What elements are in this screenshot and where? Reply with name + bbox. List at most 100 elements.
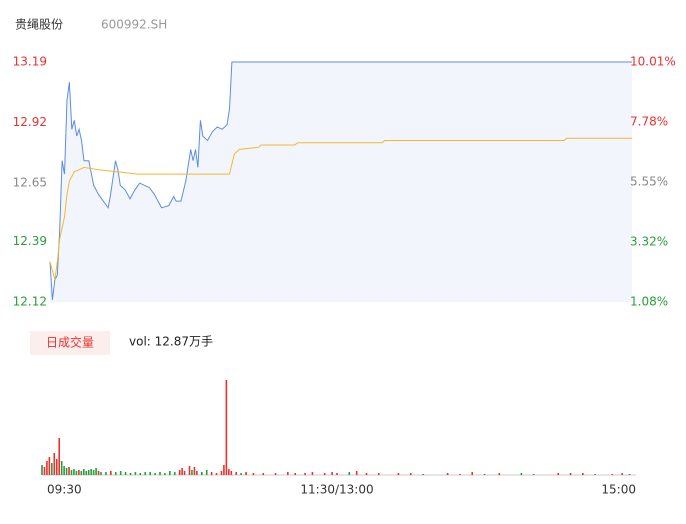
volume-bar [205,470,208,475]
x-tick-label: 15:00 [601,483,636,497]
volume-bar [498,473,501,475]
volume-bar [193,467,196,475]
x-tick-label: 09:30 [47,483,82,497]
price-area [50,62,632,302]
volume-bar [55,459,58,475]
volume-bar [95,468,97,475]
volume-bar [621,473,623,475]
volume-bar [348,472,351,475]
volume-bar [191,470,193,475]
volume-bar [235,472,238,475]
volume-bar [134,472,137,475]
volume-bar [188,466,191,475]
volume-bar [85,471,88,475]
volume-bar [225,380,228,475]
x-tick-label: 11:30/13:00 [300,483,373,497]
volume-bar [51,463,53,475]
chart-title: 贵绳股份 [15,18,63,32]
y-tick-label: 12.65 [13,176,47,190]
volume-bar [200,472,203,475]
y2-tick-label: 7.78% [630,114,668,128]
volume-bar [63,466,65,475]
volume-bar [532,474,535,475]
y2-tick-label: 5.55% [630,174,668,188]
volume-bar [178,470,181,475]
volume-bar [90,469,92,475]
volume-bar [471,472,474,475]
volume-bar [169,471,171,475]
volume-bar [164,473,166,475]
volume-bar [60,461,63,475]
line [49,137,632,280]
volume-bar [105,472,107,475]
volume-bar [365,473,368,475]
volume-title: 日成交量 [46,335,94,350]
volume-bar [173,472,176,475]
volume-bar [210,472,213,475]
volume-bar [149,472,151,475]
volume-bar [223,465,225,475]
volume-bar [582,473,584,475]
volume-bar [628,474,631,475]
volume-bar [377,473,380,475]
volume-bar [114,472,117,475]
volume-bar [397,473,400,475]
volume-bar [100,472,102,475]
y-tick-label: 13.19 [13,55,47,69]
volume-bar [245,472,247,475]
y-tick-label: 12.39 [13,234,47,248]
volume-bar [75,471,78,475]
volume-tag [30,331,110,355]
y-tick-label: 12.12 [13,295,47,309]
volume-bar [48,457,51,475]
line [49,61,632,300]
volume-bar [181,468,183,475]
volume-bar [80,471,83,475]
volume-bar [73,469,75,475]
volume-bar [409,473,412,475]
volume-bar [483,474,486,475]
volume-bar [78,470,80,475]
volume-bar [119,471,122,475]
volume-bar [274,473,277,475]
volume-bar [557,473,560,475]
volume-bar [159,472,161,475]
volume-bar [139,473,142,475]
volume-bar [196,471,198,475]
volume-bar [355,471,358,475]
chart-subtitle: 600992.SH [101,18,167,32]
volume-bar [46,461,48,475]
y2-tick-label: 3.32% [630,234,668,248]
volume-bar [154,473,156,475]
volume-bar [53,453,56,475]
volume-bar [594,474,596,475]
volume-bar [446,473,449,475]
volume-bar [459,474,461,475]
volume-bar [97,471,100,475]
volume-bar [65,468,68,475]
volume-bar [58,438,61,475]
volume-bar [422,474,424,475]
volume-bar [331,472,333,475]
volume-bar [183,471,186,475]
volume-bar [323,473,326,475]
volume-bar [43,467,46,475]
volume-bar [262,473,265,475]
volume-bar [304,473,306,475]
volume-bar [144,472,147,475]
volume-bar [41,465,43,475]
volume-annotation: vol: 12.87万手 [129,335,213,349]
volume-bar [240,473,242,475]
volume-bar [110,471,112,475]
volume-bar [294,473,297,475]
volume-bar [220,471,223,475]
volume-bar [228,469,230,475]
volume-bar [611,474,614,475]
volume-bar [87,470,90,475]
volume-bar [336,473,338,475]
volume-bar [215,473,218,475]
volume-bar [68,467,70,475]
volume-bar [569,473,572,475]
volume-bar [124,472,127,475]
